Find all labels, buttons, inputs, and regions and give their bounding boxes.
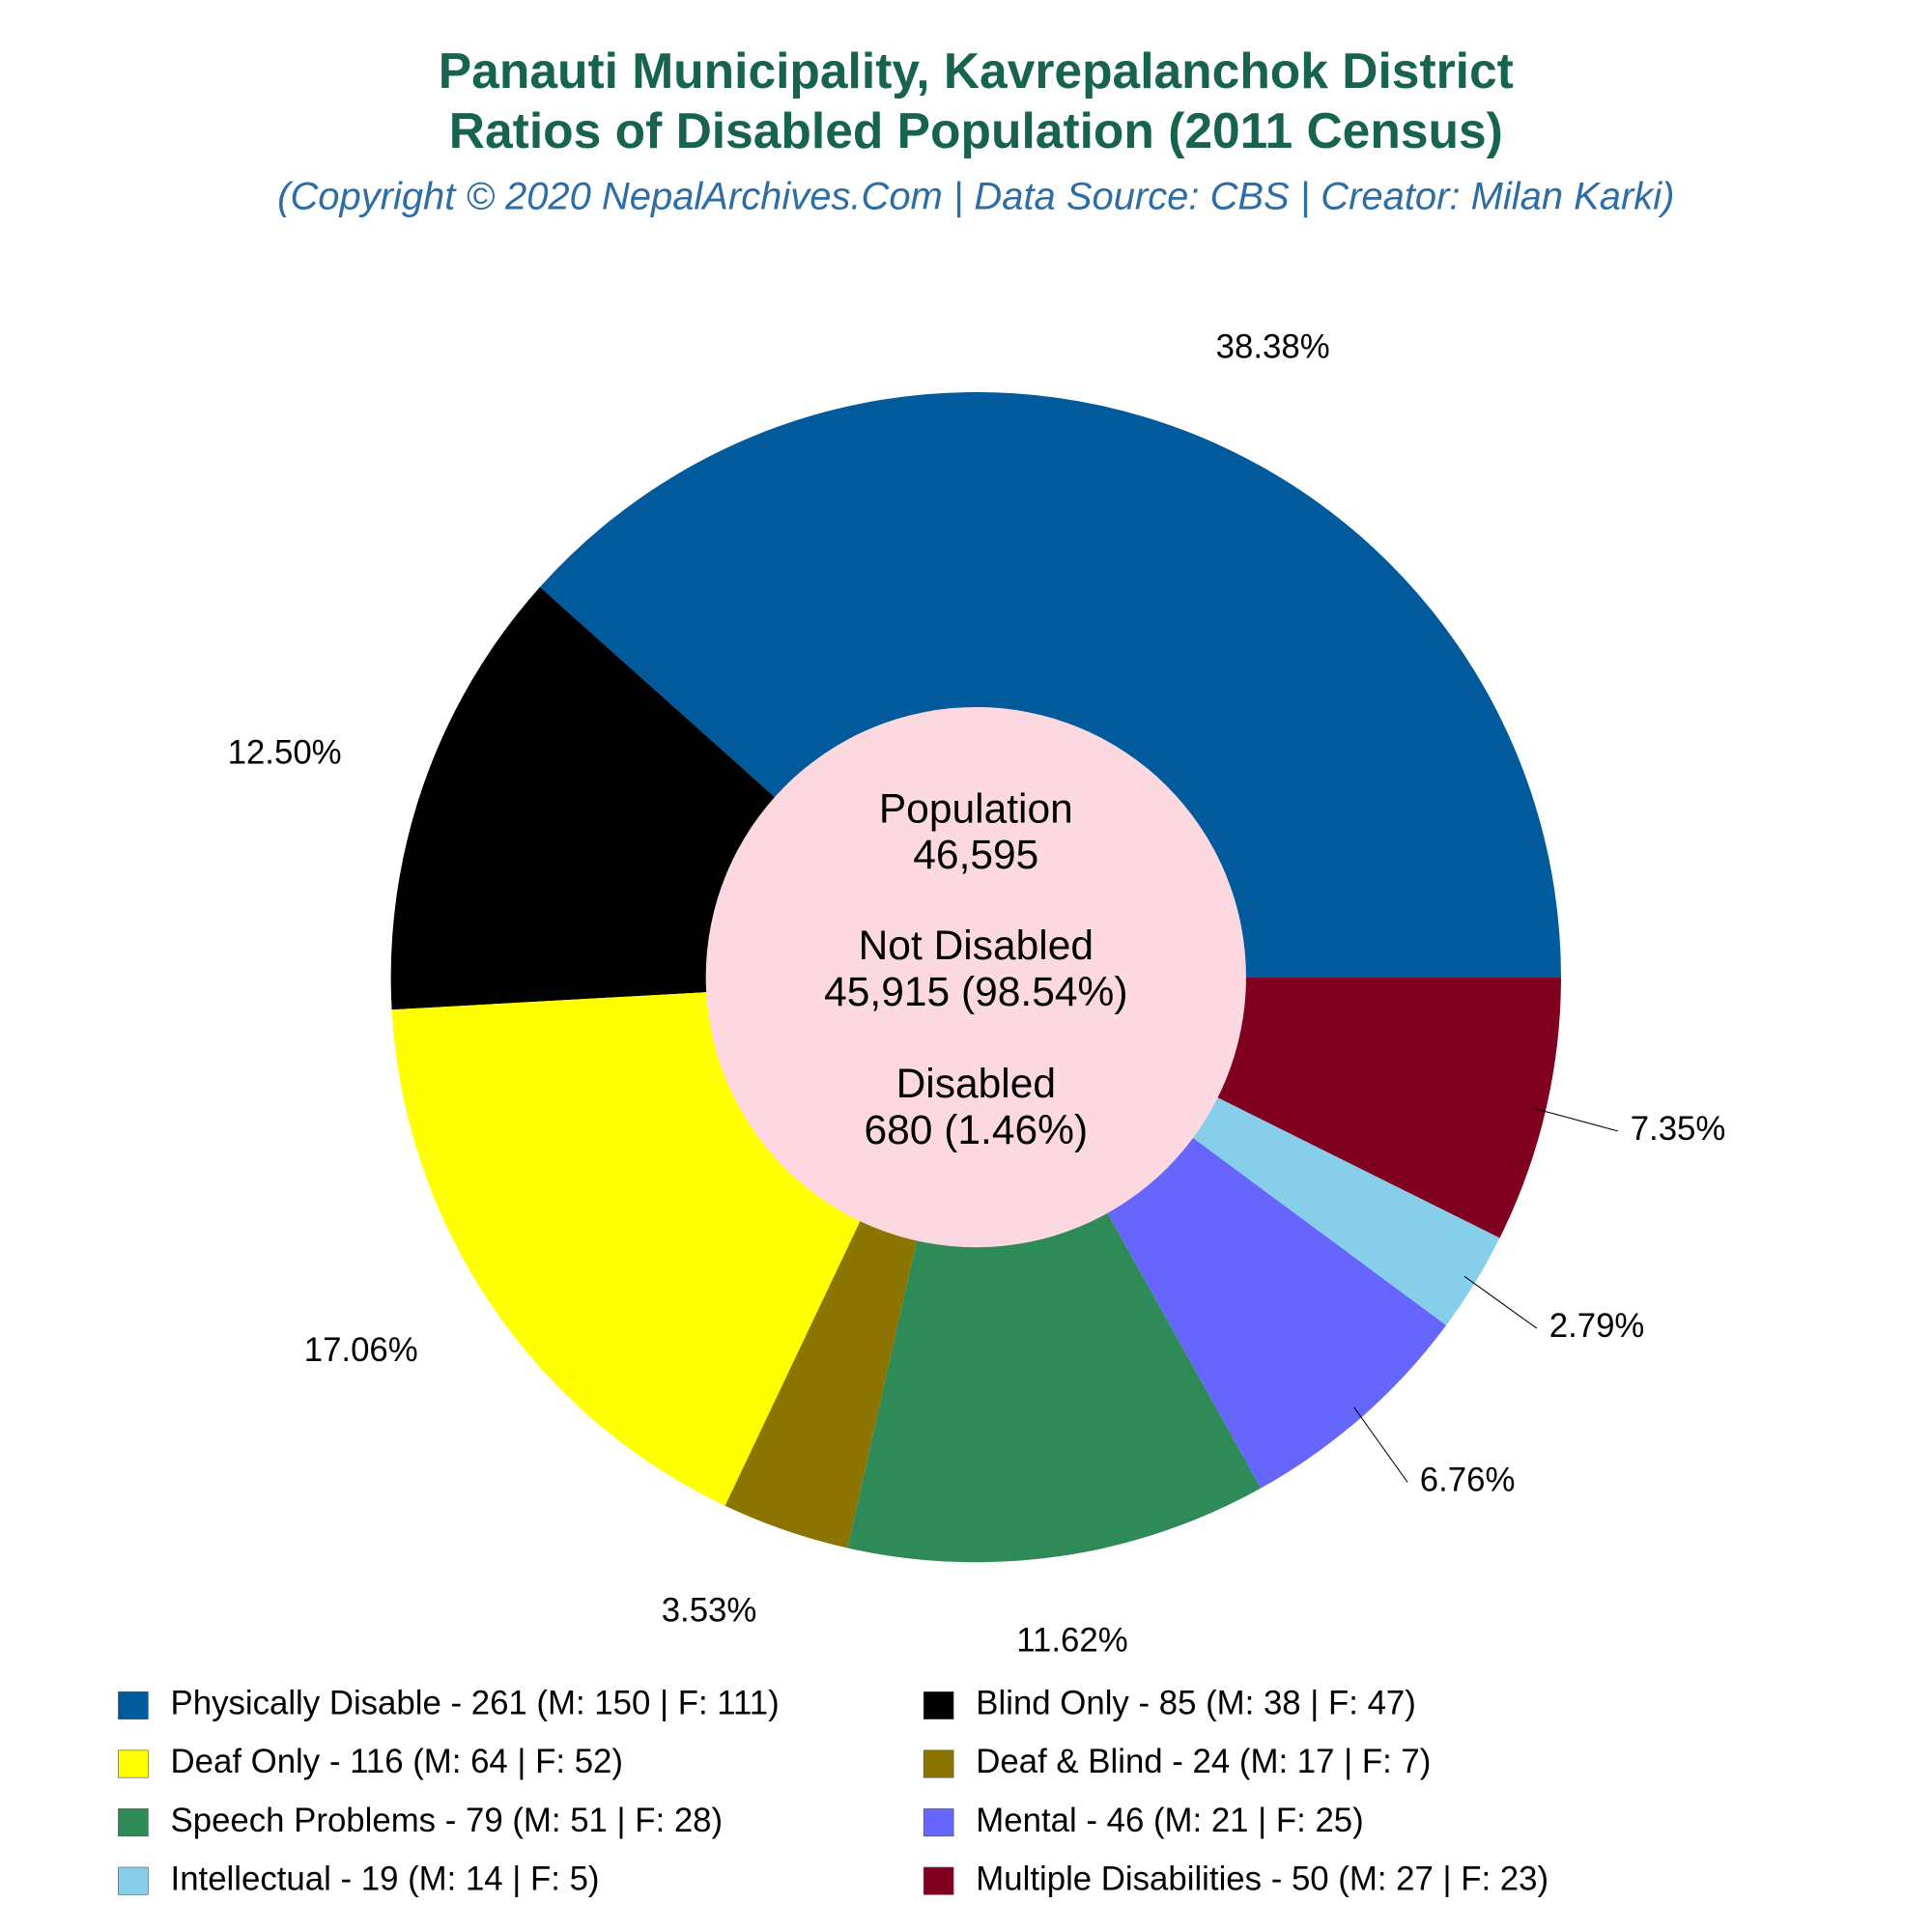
center-text: Population <box>879 786 1073 832</box>
chart-subtitle: Ratios of Disabled Population (2011 Cens… <box>449 102 1503 158</box>
chart-title: Panauti Municipality, Kavrepalanchok Dis… <box>439 43 1514 99</box>
center-text: 46,595 <box>913 833 1038 878</box>
center-text: Disabled <box>896 1062 1056 1107</box>
legend-swatch <box>118 1866 149 1895</box>
legend-swatch <box>118 1690 149 1719</box>
value-label: 6.76% <box>1420 1462 1516 1498</box>
leader-line <box>1353 1406 1408 1483</box>
center-text: 680 (1.46%) <box>864 1108 1088 1153</box>
donut-hole <box>705 706 1246 1248</box>
value-label: 12.50% <box>228 735 342 772</box>
value-label: 11.62% <box>1016 1622 1127 1659</box>
leader-line <box>1533 1107 1618 1132</box>
legend-swatch <box>923 1808 954 1837</box>
legend-label: Multiple Disabilities - 50 (M: 27 | F: 2… <box>976 1861 1548 1897</box>
legend-label: Blind Only - 85 (M: 38 | F: 47) <box>976 1686 1416 1722</box>
value-label: 3.53% <box>662 1593 757 1630</box>
legend-swatch <box>923 1866 954 1895</box>
legend-label: Speech Problems - 79 (M: 51 | F: 28) <box>171 1803 724 1839</box>
legend-label: Physically Disable - 261 (M: 150 | F: 11… <box>171 1686 780 1722</box>
legend-swatch <box>923 1690 954 1719</box>
value-label: 2.79% <box>1549 1308 1645 1345</box>
legend-swatch <box>118 1749 149 1778</box>
legend-label: Mental - 46 (M: 21 | F: 25) <box>976 1803 1363 1839</box>
value-label: 17.06% <box>304 1332 418 1369</box>
legend-label: Intellectual - 19 (M: 14 | F: 5) <box>171 1861 600 1897</box>
leader-line <box>1463 1275 1538 1329</box>
center-text: 45,915 (98.54%) <box>824 970 1127 1015</box>
value-label: 38.38% <box>1216 329 1330 366</box>
slice <box>539 391 1561 978</box>
legend-swatch <box>923 1749 954 1778</box>
legend-label: Deaf & Blind - 24 (M: 17 | F: 7) <box>976 1744 1431 1780</box>
center-text: Not Disabled <box>859 923 1094 969</box>
legend-swatch <box>118 1808 149 1837</box>
value-label: 7.35% <box>1631 1111 1726 1148</box>
chart-caption: (Copyright © 2020 NepalArchives.Com | Da… <box>277 176 1674 218</box>
legend-label: Deaf Only - 116 (M: 64 | F: 52) <box>171 1744 623 1780</box>
